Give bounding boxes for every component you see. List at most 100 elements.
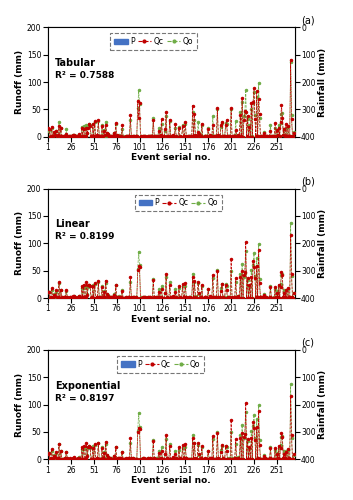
Bar	[240, 188, 241, 260]
Bar	[202, 188, 203, 190]
Bar	[134, 188, 136, 195]
Bar	[207, 350, 208, 353]
Bar	[115, 28, 116, 31]
Bar	[67, 188, 68, 194]
Bar	[134, 350, 136, 356]
Bar	[169, 188, 170, 212]
Bar	[179, 350, 180, 354]
Bar	[267, 28, 268, 34]
Bar	[138, 350, 139, 452]
Bar	[209, 350, 210, 355]
Bar	[107, 28, 108, 29]
Bar	[288, 28, 289, 34]
Bar	[143, 350, 144, 352]
Bar	[282, 28, 283, 44]
Bar	[178, 28, 179, 30]
Bar	[122, 350, 124, 354]
Bar	[102, 188, 103, 192]
Bar	[79, 28, 80, 32]
Bar	[217, 350, 218, 351]
Bar	[58, 188, 59, 192]
Bar	[79, 188, 80, 193]
Bar	[247, 188, 248, 194]
Bar	[188, 350, 189, 352]
Y-axis label: Runoff (mm): Runoff (mm)	[15, 372, 24, 436]
Bar	[125, 28, 126, 30]
Bar	[146, 188, 147, 190]
Bar	[120, 188, 121, 190]
Bar	[224, 350, 225, 351]
Bar	[130, 28, 131, 45]
Bar	[150, 28, 151, 30]
Bar	[275, 28, 276, 42]
Bar	[209, 28, 210, 32]
Bar	[109, 188, 110, 196]
Bar	[260, 350, 261, 354]
Bar	[101, 350, 102, 352]
Bar	[125, 350, 126, 352]
Bar	[88, 188, 89, 200]
Bar	[246, 350, 247, 352]
Bar	[109, 28, 110, 34]
Bar	[98, 188, 99, 194]
Text: Linear: Linear	[55, 219, 90, 229]
Bar	[217, 188, 218, 190]
Bar	[66, 28, 67, 30]
Bar	[251, 28, 252, 48]
Bar	[261, 188, 262, 190]
Bar	[277, 188, 278, 194]
Bar	[90, 28, 91, 57]
Bar	[118, 350, 119, 356]
Bar	[208, 350, 209, 351]
Bar	[133, 188, 134, 192]
Bar	[274, 350, 275, 352]
Bar	[150, 188, 151, 191]
Bar	[167, 28, 168, 32]
Text: (a): (a)	[301, 15, 315, 25]
Bar	[263, 350, 264, 356]
Bar	[62, 188, 63, 192]
Bar	[49, 188, 50, 190]
Bar	[257, 350, 258, 355]
Bar	[176, 28, 178, 29]
Bar	[223, 188, 224, 190]
Bar	[223, 350, 224, 352]
Bar	[118, 188, 119, 195]
Bar	[211, 188, 213, 194]
Bar	[139, 350, 140, 428]
Bar	[203, 28, 204, 32]
Bar	[218, 28, 219, 34]
Bar	[210, 350, 211, 351]
Bar	[85, 350, 86, 351]
Bar	[185, 28, 186, 50]
Bar	[267, 350, 268, 356]
Bar	[269, 350, 270, 356]
Bar	[153, 28, 154, 59]
Bar	[116, 28, 117, 34]
Bar	[230, 350, 231, 352]
Bar	[243, 350, 244, 353]
Bar	[222, 350, 223, 354]
Bar	[270, 350, 271, 382]
Bar	[227, 28, 228, 31]
Bar	[238, 188, 239, 195]
Bar	[56, 28, 57, 52]
Bar	[232, 28, 233, 32]
Bar	[145, 188, 146, 193]
Bar	[65, 28, 66, 34]
Bar	[260, 188, 261, 192]
Bar	[174, 350, 175, 353]
Bar	[242, 188, 243, 192]
Bar	[183, 188, 184, 190]
Bar	[164, 28, 165, 30]
Bar	[182, 350, 183, 366]
Bar	[197, 188, 198, 190]
Bar	[68, 350, 70, 352]
Bar	[248, 188, 249, 193]
Bar	[128, 28, 129, 32]
Bar	[76, 28, 77, 30]
Bar	[56, 350, 57, 375]
Text: (b): (b)	[301, 176, 315, 186]
Bar	[101, 188, 102, 190]
Bar	[120, 350, 121, 351]
